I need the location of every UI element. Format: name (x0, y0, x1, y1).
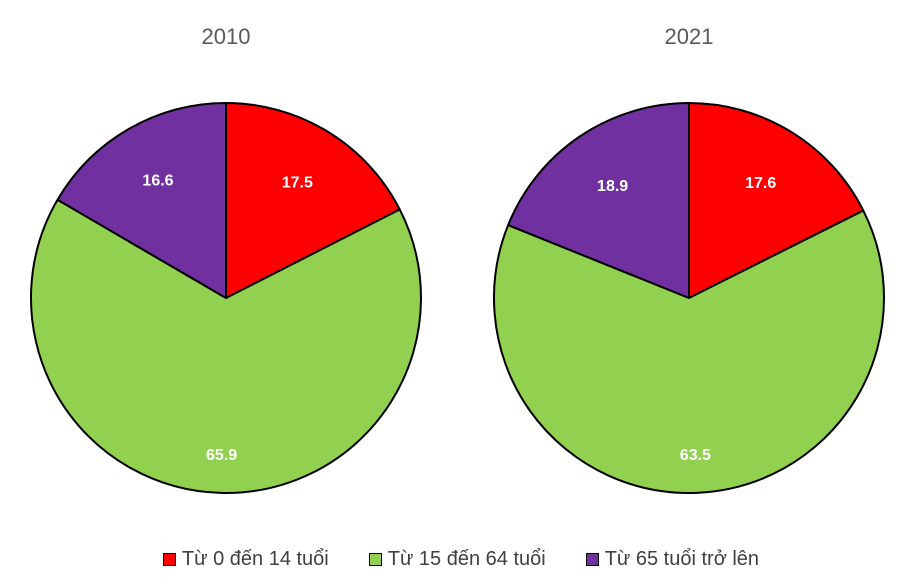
pie-slice-2021-15-64 (493, 209, 885, 494)
pie-slice-2021-65-plus (507, 102, 690, 299)
data-label-2010-65-plus: 16.6 (142, 173, 173, 190)
pie-charts-canvas: 2010 17.5 65.9 16.6 2021 17.6 63.5 18.9 (30, 24, 885, 494)
chart-title-2010: 2010 (202, 24, 251, 49)
data-label-2010-15-64: 65.9 (206, 447, 237, 464)
pie-slice-2010-0-14 (225, 102, 401, 299)
data-label-2021-65-plus: 18.9 (597, 178, 628, 195)
data-label-2010-0-14: 17.5 (282, 175, 313, 192)
pie-slice-2010-15-64 (30, 198, 422, 494)
legend-label-15-64: Từ 15 đến 64 tuổi (387, 547, 546, 570)
legend: Từ 0 đến 14 tuổi Từ 15 đến 64 tuổi Từ 65… (0, 542, 922, 576)
chart-title-2021: 2021 (665, 24, 714, 49)
legend-label-65-plus: Từ 65 tuổi trở lên (604, 547, 760, 570)
pie-slice-2021-0-14 (688, 102, 865, 299)
data-label-2021-15-64: 63.5 (680, 447, 711, 464)
data-label-2021-0-14: 17.6 (745, 175, 776, 192)
legend-item-15-64: Từ 15 đến 64 tuổi (368, 547, 546, 571)
pie-slice-2010-65-plus (56, 102, 227, 299)
legend-swatch-0-14 (162, 552, 176, 566)
legend-item-0-14: Từ 0 đến 14 tuổi (162, 547, 329, 571)
legend-swatch-65-plus (585, 552, 599, 566)
legend-swatch-15-64 (368, 552, 382, 566)
legend-item-65-plus: Từ 65 tuổi trở lên (585, 547, 760, 571)
legend-label-0-14: Từ 0 đến 14 tuổi (181, 547, 329, 570)
